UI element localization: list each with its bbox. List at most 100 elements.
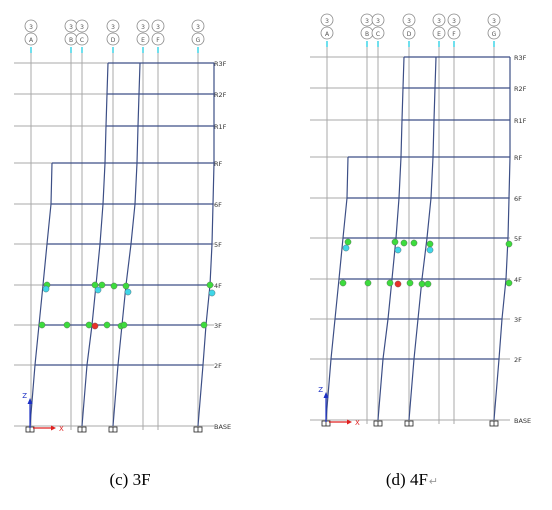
grid-bubble-bottom <box>151 32 165 46</box>
grid-bubble-top <box>75 19 89 33</box>
grid-bubble-bottom <box>106 32 120 46</box>
grid-bubble-number: 3 <box>141 24 145 31</box>
hinge-marker-red <box>394 280 402 288</box>
floor-label: 6F <box>514 195 522 203</box>
z-axis-arrowhead-icon <box>27 398 33 404</box>
grid-bubble-bottom <box>136 32 150 46</box>
frame-column <box>81 62 109 427</box>
grid-bubble-number: 3 <box>325 18 329 25</box>
floor-label: 6F <box>214 201 222 209</box>
grid-bubble-letter: E <box>141 37 145 44</box>
grid-bubble-bottom <box>447 26 461 40</box>
grid-bubble-number: 3 <box>69 24 73 31</box>
hinge-marker-green <box>38 321 46 329</box>
hinge-marker-green <box>424 280 432 288</box>
floor-label: R2F <box>214 91 227 99</box>
grid-bubble-letter: B <box>69 37 73 44</box>
grid-bubble-bottom <box>320 26 334 40</box>
frame-column <box>112 62 141 427</box>
floor-label: 2F <box>214 362 222 370</box>
grid-bubble-number: 3 <box>196 24 200 31</box>
grid-bubble-letter: E <box>437 31 441 38</box>
frame-column <box>408 56 437 421</box>
hinge-marker-red <box>91 322 99 330</box>
figure-canvas: 3A3B3C3D3E3F3GR3FR2FR1FRF6F5F4F3F2FBASEZ… <box>14 13 531 433</box>
hinge-marker-green <box>339 279 347 287</box>
grid-bubble-top <box>447 13 461 27</box>
hinge-marker-green <box>505 279 513 287</box>
hinge-marker-cyan <box>42 285 50 293</box>
floor-label: BASE <box>214 423 231 431</box>
grid-bubble-top <box>402 13 416 27</box>
grid-bubble-top <box>191 19 205 33</box>
floor-label: R2F <box>514 85 527 93</box>
hinge-marker-green <box>120 321 128 329</box>
hinge-marker-green <box>364 279 372 287</box>
grid-bubble-letter: F <box>452 31 456 38</box>
grid-bubble-letter: C <box>376 31 380 38</box>
grid-bubble-top <box>432 13 446 27</box>
grid-bubble-number: 3 <box>80 24 84 31</box>
grid-bubble-top <box>136 19 150 33</box>
hinge-marker-cyan <box>94 286 102 294</box>
floor-label: R3F <box>514 54 527 62</box>
grid-bubble-number: 3 <box>376 18 380 25</box>
grid-bubble-bottom <box>75 32 89 46</box>
hinge-marker-cyan <box>124 288 132 296</box>
hinge-marker-green <box>200 321 208 329</box>
floor-label: 2F <box>514 356 522 364</box>
grid-bubble-top <box>371 13 385 27</box>
x-axis-label: X <box>59 425 64 433</box>
frame-column <box>493 57 511 421</box>
floor-label: 4F <box>514 276 522 284</box>
z-axis-label: Z <box>318 386 323 394</box>
grid-bubble-bottom <box>432 26 446 40</box>
hinge-marker-green <box>98 281 106 289</box>
floor-label: R1F <box>214 123 227 131</box>
grid-bubble-number: 3 <box>156 24 160 31</box>
grid-bubble-top <box>24 19 38 33</box>
hinge-marker-green <box>103 321 111 329</box>
frame-panel-c: 3A3B3C3D3E3F3GR3FR2FR1FRF6F5F4F3F2FBASEZ… <box>14 19 231 433</box>
grid-bubble-top <box>106 19 120 33</box>
grid-bubble-letter: B <box>365 31 369 38</box>
hinge-marker-green <box>91 281 99 289</box>
caption-d: (d) 4F↵ <box>385 470 439 489</box>
floor-label: RF <box>514 154 523 162</box>
grid-bubble-letter: F <box>156 37 160 44</box>
z-axis-arrowhead-icon <box>323 392 329 398</box>
grid-bubble-number: 3 <box>492 18 496 25</box>
frame-column <box>377 56 405 421</box>
floor-label: R1F <box>514 117 527 125</box>
hinge-marker-cyan <box>426 246 434 254</box>
hinge-marker-green <box>85 321 93 329</box>
floor-label: 3F <box>214 322 222 330</box>
hinge-marker-green <box>426 240 434 248</box>
grid-bubble-bottom <box>487 26 501 40</box>
hinge-marker-green <box>386 279 394 287</box>
grid-bubble-bottom <box>24 32 38 46</box>
hinge-marker-green <box>505 240 513 248</box>
grid-bubble-bottom <box>402 26 416 40</box>
x-axis-arrowhead-icon <box>347 419 352 425</box>
grid-bubble-letter: D <box>407 31 412 38</box>
floor-label: 4F <box>214 282 222 290</box>
grid-bubble-bottom <box>191 32 205 46</box>
hinge-marker-green <box>400 239 408 247</box>
floor-label: R3F <box>214 60 227 68</box>
hinge-marker-green <box>344 238 352 246</box>
floor-label: 5F <box>214 241 222 249</box>
floor-label: BASE <box>514 417 531 425</box>
frame-column <box>197 63 215 427</box>
grid-bubble-letter: G <box>196 37 201 44</box>
hinge-marker-green <box>410 239 418 247</box>
grid-bubble-top <box>320 13 334 27</box>
grid-bubble-number: 3 <box>452 18 456 25</box>
grid-bubble-number: 3 <box>437 18 441 25</box>
floor-label: RF <box>214 160 223 168</box>
hinge-marker-green <box>418 280 426 288</box>
hinge-marker-cyan <box>342 244 350 252</box>
hinge-marker-green <box>406 279 414 287</box>
grid-bubble-top <box>487 13 501 27</box>
grid-bubble-number: 3 <box>111 24 115 31</box>
